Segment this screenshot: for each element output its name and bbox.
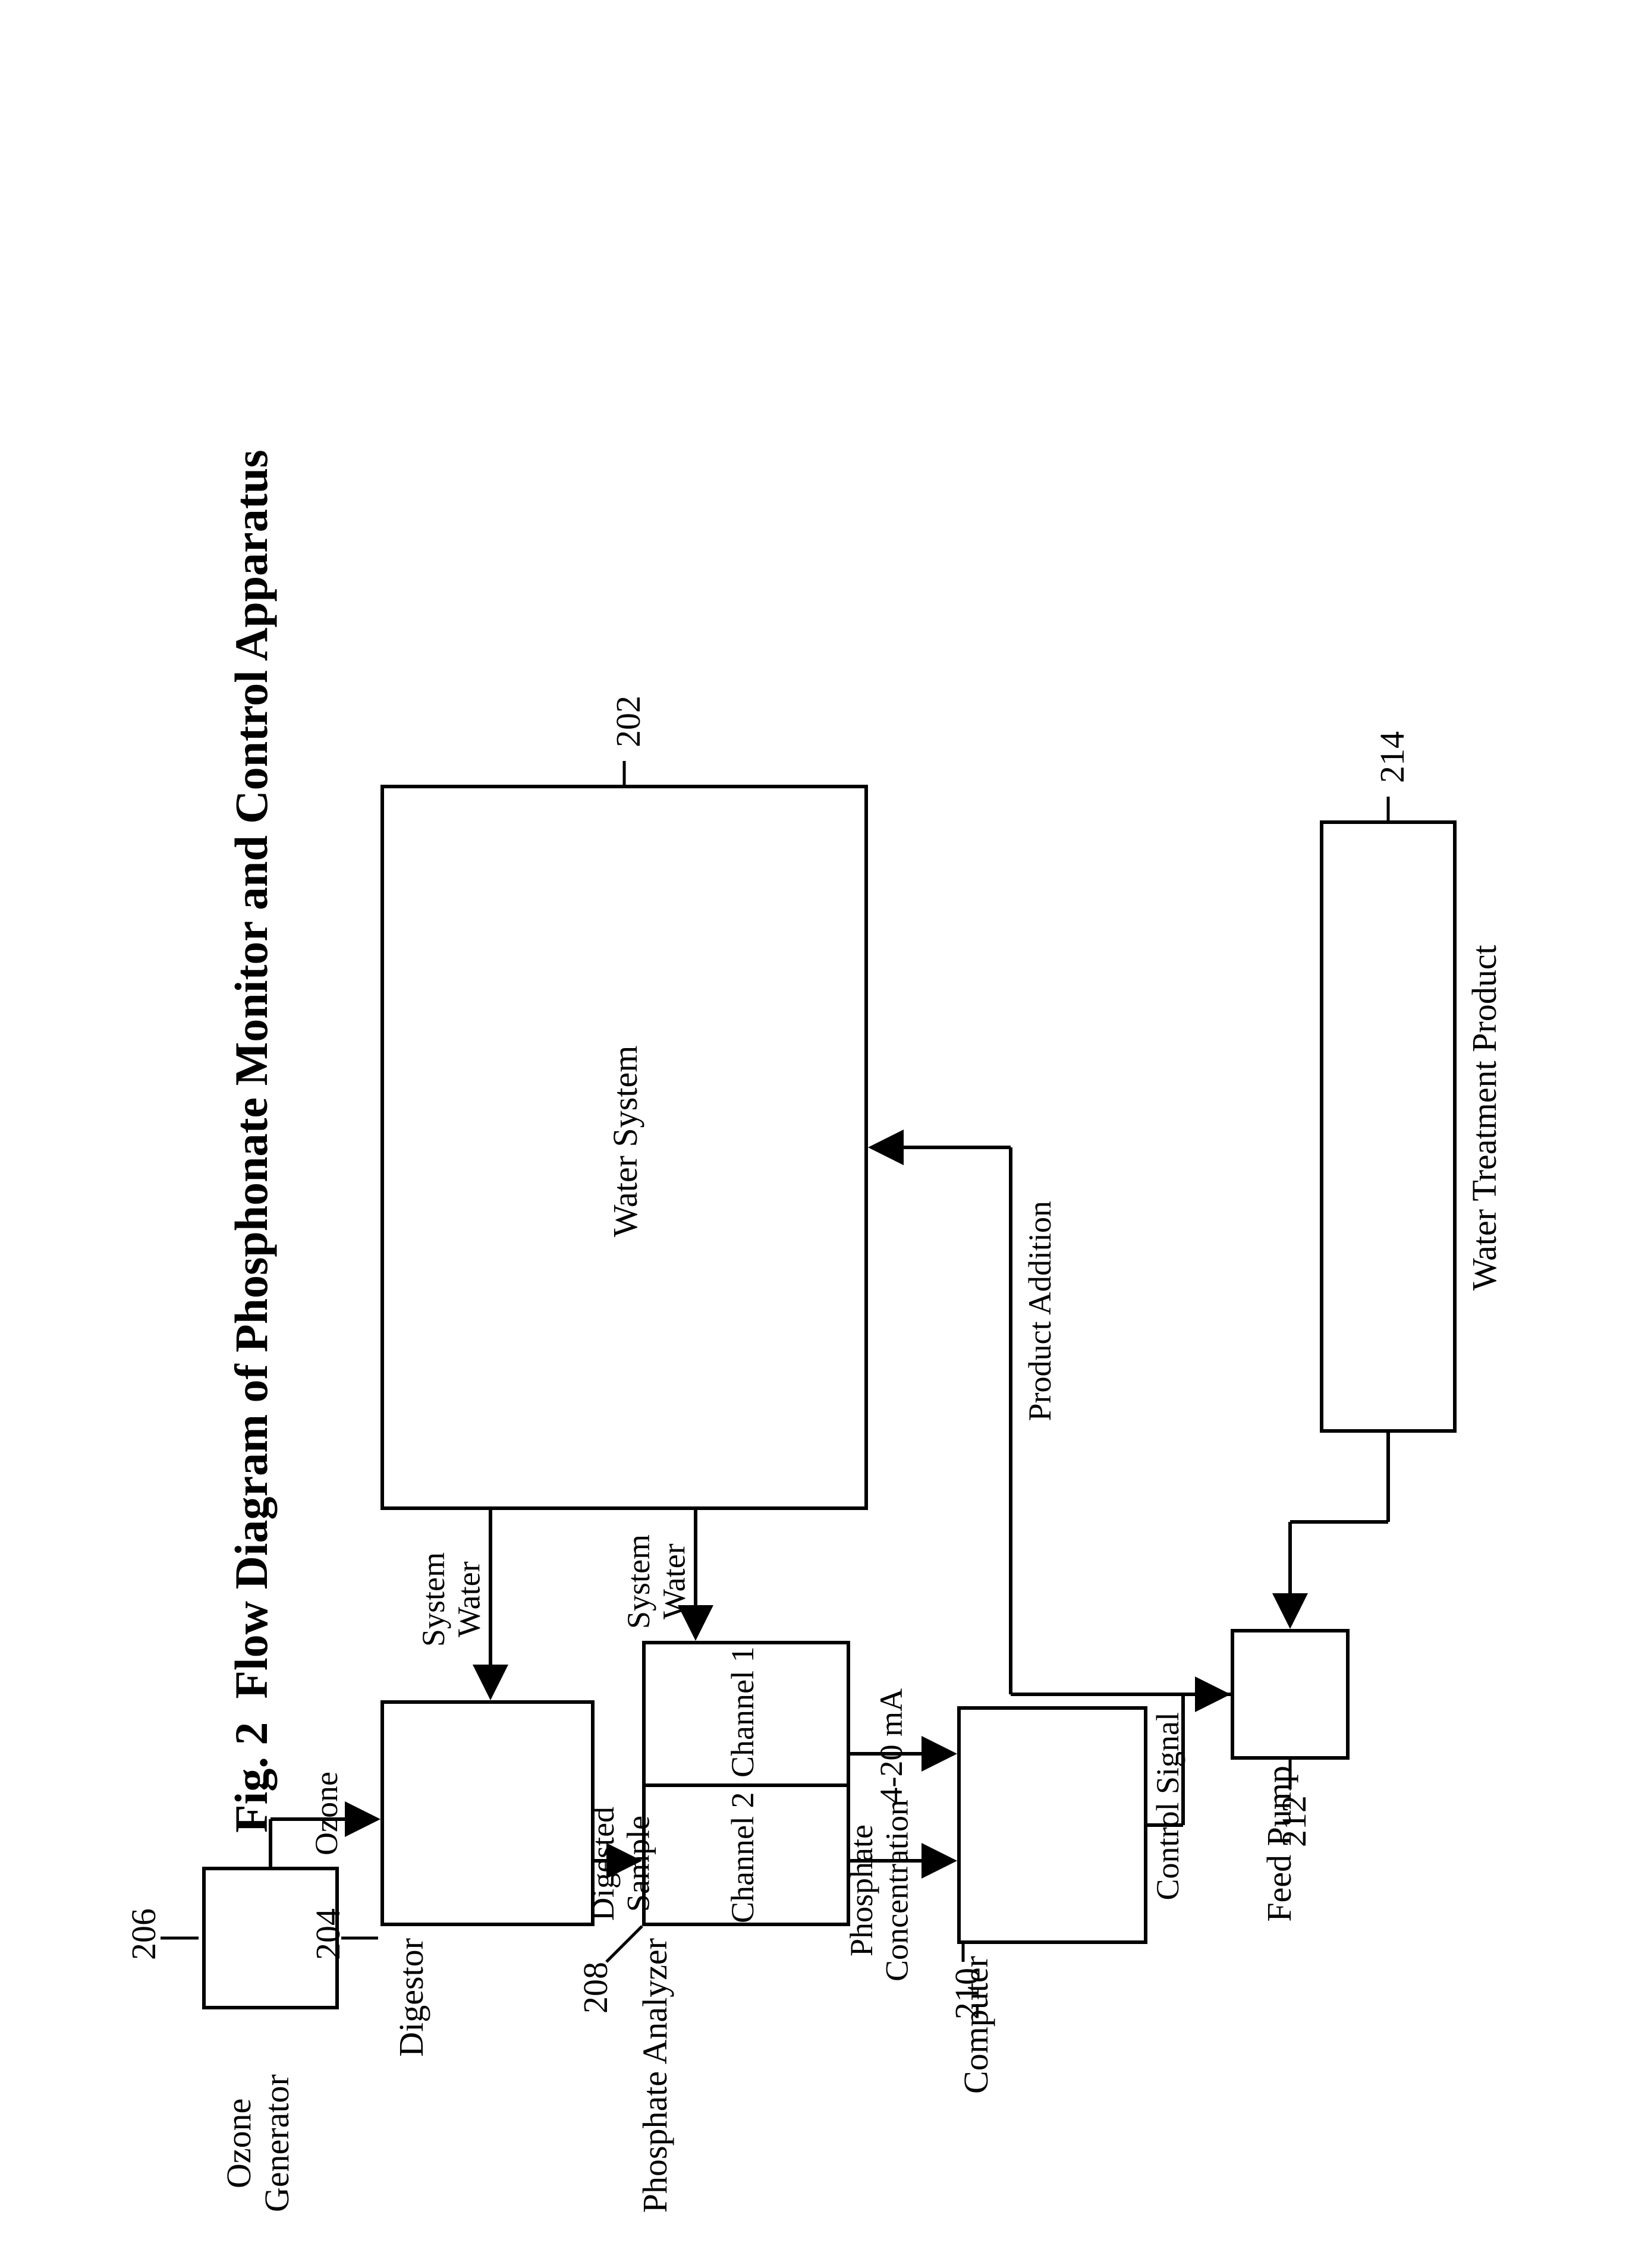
edge-label-control-signal: Control Signal — [1150, 1712, 1185, 1901]
label-analyzer: Phosphate Analyzer — [636, 1938, 674, 2213]
figure-title: Fig. 2 Flow Diagram of Phosphonate Monit… — [226, 404, 277, 1879]
edge-label-phosphate-concentration: Phosphate Concentration — [844, 1789, 915, 1992]
edge-label-4-20ma: 4-20 mA — [874, 1688, 909, 1803]
edge-label-digested-sample: Digested Sample — [586, 1801, 656, 1926]
label-channel-2: Channel 2 — [725, 1789, 760, 1926]
node-computer — [957, 1706, 1147, 1944]
ref-210: 210 — [948, 1968, 986, 2020]
edge-label-ozone: Ozone — [309, 1772, 344, 1855]
edge-label-system-water-1: System Water — [416, 1546, 487, 1653]
label-channel-1: Channel 1 — [725, 1644, 760, 1781]
ref-202: 202 — [609, 696, 647, 747]
label-water-system: Water System — [606, 1034, 644, 1248]
ref-212: 212 — [1275, 1795, 1313, 1847]
node-water-treatment-product — [1320, 820, 1457, 1433]
analyzer-divider — [642, 1783, 850, 1787]
ref-204: 204 — [309, 1908, 347, 1960]
node-feed-pump — [1231, 1629, 1350, 1760]
ref-206: 206 — [125, 1908, 163, 1960]
label-water-treatment-product: Water Treatment Product — [1465, 921, 1504, 1314]
label-ozone-generator: Ozone Generator — [220, 2018, 296, 2268]
edge-label-product-addition: Product Addition — [1023, 1201, 1058, 1421]
edge-label-system-water-2: System Water — [621, 1528, 692, 1635]
ref-208: 208 — [577, 1962, 615, 2014]
label-digestor: Digestor — [392, 1938, 430, 2057]
ref-214: 214 — [1373, 731, 1411, 783]
node-digestor — [380, 1700, 595, 1926]
